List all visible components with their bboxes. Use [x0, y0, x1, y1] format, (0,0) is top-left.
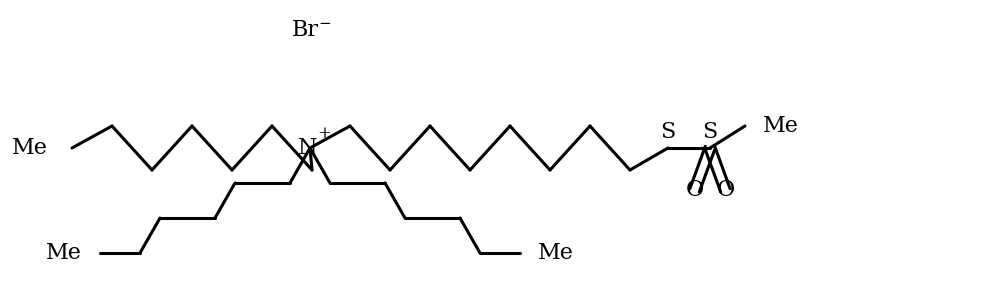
Text: Br: Br [291, 19, 319, 41]
Text: Me: Me [12, 137, 48, 159]
Text: Me: Me [763, 115, 799, 137]
Text: S: S [660, 121, 676, 143]
Text: O: O [716, 179, 734, 201]
Text: −: − [319, 17, 332, 31]
Text: Me: Me [46, 242, 82, 264]
Text: S: S [703, 121, 717, 143]
Text: O: O [686, 179, 704, 201]
Text: +: + [317, 125, 331, 142]
Text: Me: Me [538, 242, 574, 264]
Text: N: N [298, 137, 318, 159]
